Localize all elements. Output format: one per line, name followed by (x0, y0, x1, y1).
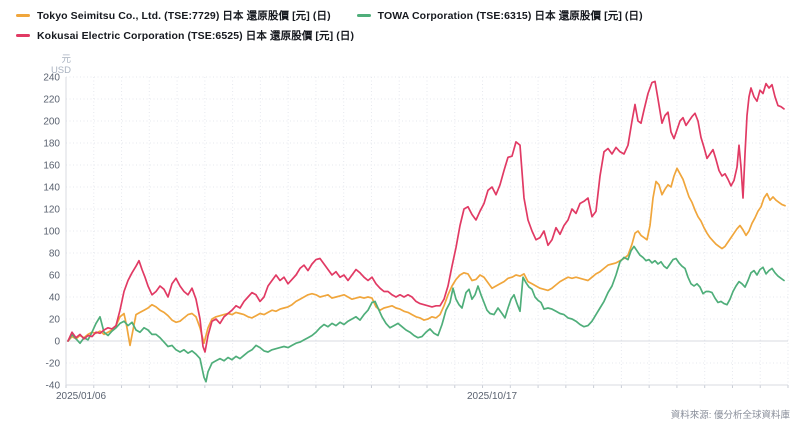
y-tick-label: -20 (46, 359, 61, 370)
y-tick-label: 140 (43, 183, 60, 194)
legend-marker-pink-icon (16, 33, 30, 38)
legend-label-tokyo-seimitsu: Tokyo Seimitsu Co., Ltd. (TSE:7729) 日本 還… (37, 10, 331, 22)
legend-label-towa: TOWA Corporation (TSE:6315) 日本 還原股價 [元] … (377, 10, 643, 22)
y-tick-label: 80 (49, 249, 61, 260)
y-axis-unit-label: 元 (61, 54, 71, 65)
y-tick-label: 60 (49, 271, 61, 282)
legend-item-tokyo-seimitsu[interactable]: Tokyo Seimitsu Co., Ltd. (TSE:7729) 日本 還… (16, 8, 331, 23)
legend-item-kokusai-electric[interactable]: Kokusai Electric Corporation (TSE:6525) … (16, 28, 354, 43)
series-line-1 (67, 245, 785, 383)
y-tick-label: -40 (46, 381, 61, 392)
y-tick-label: 240 (43, 73, 60, 84)
y-tick-label: 160 (43, 161, 60, 172)
chart-legend: Tokyo Seimitsu Co., Ltd. (TSE:7729) 日本 還… (16, 8, 780, 43)
series-lines (67, 80, 786, 383)
axes: -40 -20 0 20 40 60 80 100 120 140 160 180 200 220 240元… (43, 54, 789, 402)
y-tick-label: 100 (43, 227, 60, 238)
grid (65, 76, 789, 386)
y-tick-label: 180 (43, 139, 60, 150)
series-line-2 (67, 80, 785, 353)
legend-label-kokusai-electric: Kokusai Electric Corporation (TSE:6525) … (37, 30, 355, 42)
series-line-0 (67, 167, 786, 347)
y-tick-label: 120 (43, 205, 60, 216)
data-source-note: 資料來源: 優分析全球資料庫 (670, 410, 790, 421)
y-tick-label: 0 (54, 337, 60, 348)
x-tick-label: 2025/10/17 (467, 391, 517, 402)
x-tick-label: 2025/01/06 (56, 391, 106, 402)
y-tick-label: 20 (49, 315, 61, 326)
legend-item-towa[interactable]: TOWA Corporation (TSE:6315) 日本 還原股價 [元] … (356, 8, 643, 23)
y-tick-label: 220 (43, 95, 60, 106)
legend-marker-orange-icon (16, 13, 30, 18)
y-axis-unit-label: USD (51, 65, 71, 76)
y-tick-label: 200 (43, 117, 60, 128)
legend-marker-green-icon (356, 13, 371, 18)
y-tick-label: 40 (49, 293, 61, 304)
